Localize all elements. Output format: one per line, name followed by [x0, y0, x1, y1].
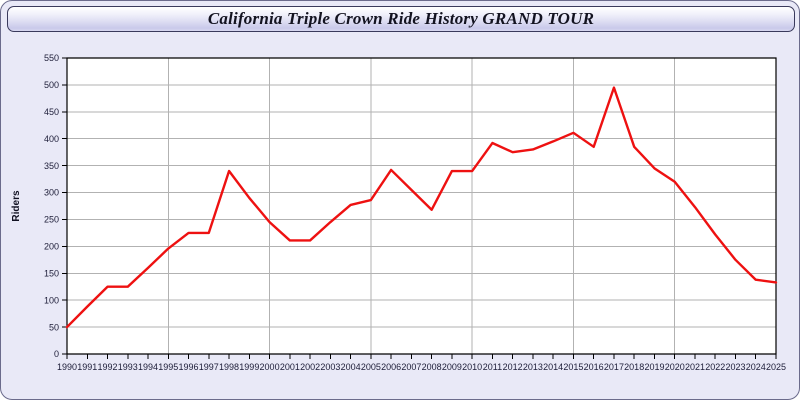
x-tick-label: 2005	[361, 362, 381, 372]
y-tick-label: 100	[44, 295, 59, 305]
x-tick-label: 1992	[97, 362, 117, 372]
x-tick-label: 1993	[118, 362, 138, 372]
x-tick-label: 2003	[320, 362, 340, 372]
riders-series-line	[65, 86, 778, 329]
x-tick-label: 1999	[239, 362, 259, 372]
y-tick-label: 550	[44, 53, 59, 63]
y-tick-label: 150	[44, 268, 59, 278]
x-tick-label: 1995	[158, 362, 178, 372]
x-tick-label: 2019	[644, 362, 664, 372]
x-tick-label: 2018	[624, 362, 644, 372]
x-tick-label: 2006	[381, 362, 401, 372]
y-tick-label: 350	[44, 161, 59, 171]
page-title: California Triple Crown Ride History GRA…	[207, 9, 595, 28]
x-tick-label: 2011	[483, 362, 502, 372]
y-tick-label: 300	[44, 188, 59, 198]
x-tick-label: 2021	[685, 362, 705, 372]
x-tick-label: 1994	[138, 362, 158, 372]
y-tick-label: 500	[44, 80, 59, 90]
axis-frame	[66, 57, 777, 355]
x-tick-label: 2025	[766, 362, 786, 372]
x-tick-label: 2024	[746, 362, 766, 372]
x-axis-ticks: 1990 1991 1992 1993 1994 1995 1996 1997 1998 1999…	[57, 354, 786, 372]
x-tick-label: 1996	[179, 362, 199, 372]
y-tick-label: 200	[44, 242, 59, 252]
x-tick-label: 2008	[422, 362, 442, 372]
x-tick-label: 1991	[77, 362, 97, 372]
x-tick-label: 2001	[280, 362, 300, 372]
x-tick-label: 2004	[341, 362, 361, 372]
x-tick-label: 2022	[705, 362, 725, 372]
y-tick-label: 250	[44, 215, 59, 225]
x-tick-label: 2007	[401, 362, 421, 372]
x-tick-label: 1990	[57, 362, 77, 372]
x-tick-label: 2023	[725, 362, 745, 372]
x-tick-label: 2000	[260, 362, 280, 372]
x-tick-label: 2009	[442, 362, 462, 372]
x-tick-label: 2013	[523, 362, 543, 372]
y-tick-label: 450	[44, 107, 59, 117]
x-tick-label: 2017	[604, 362, 624, 372]
x-tick-label: 2010	[462, 362, 482, 372]
x-tick-label: 2014	[543, 362, 563, 372]
chart-plot-container: 0 50 100 150 200 250 300 350 400 450 500 550 1990 19…	[1, 34, 799, 399]
x-tick-label: 1997	[199, 362, 219, 372]
y-axis-ticks: 0 50 100 150 200 250 300 350 400 450 500 550	[44, 53, 67, 359]
x-tick-label: 2012	[503, 362, 523, 372]
x-tick-label: 1998	[219, 362, 239, 372]
x-tick-label: 2015	[563, 362, 583, 372]
x-tick-label: 2020	[665, 362, 685, 372]
x-tick-label: 2016	[584, 362, 604, 372]
plot-background	[67, 58, 776, 354]
y-tick-label: 400	[44, 134, 59, 144]
y-tick-label: 50	[49, 322, 59, 332]
y-axis-title: Riders	[11, 190, 22, 222]
title-bar: California Triple Crown Ride History GRA…	[7, 6, 795, 32]
x-tick-label: 2002	[300, 362, 320, 372]
y-tick-label: 0	[54, 349, 59, 359]
